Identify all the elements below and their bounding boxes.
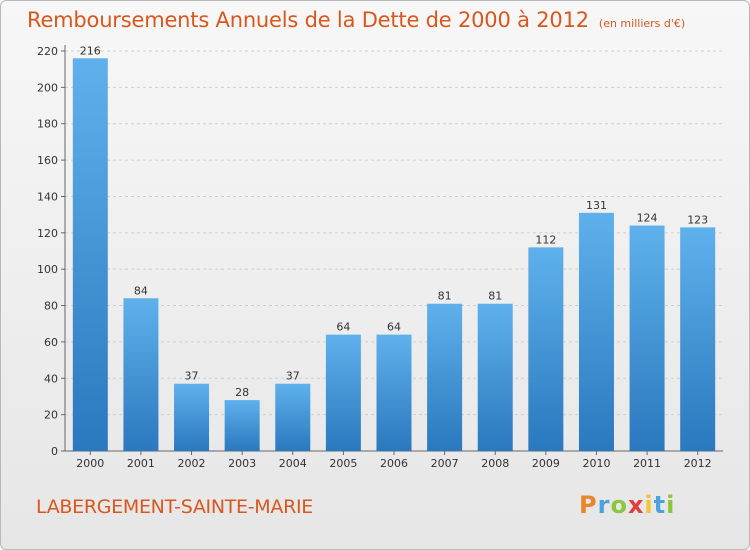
y-tick-label: 180 [37,118,58,131]
bar-value-label: 84 [134,284,148,297]
y-tick-label: 160 [37,154,58,167]
logo-letter: i [644,491,654,519]
x-tick-label: 2007 [431,457,459,470]
logo-letter: P [579,491,598,519]
bar-value-label: 81 [438,290,452,303]
bar-value-label: 64 [387,321,401,334]
y-tick-label: 20 [44,409,58,422]
bar-value-label: 131 [586,199,607,212]
y-tick-label: 60 [44,336,58,349]
bar [325,334,361,451]
x-tick-label: 2003 [228,457,256,470]
bar [629,225,665,451]
y-tick-label: 120 [37,227,58,240]
logo-letter: t [653,491,667,519]
bar-value-label: 123 [687,213,708,226]
bar [224,400,260,451]
bar [275,383,311,451]
bar [528,247,564,451]
bar-value-label: 37 [286,370,300,383]
chart-subtitle: (en milliers d'€) [598,17,686,30]
y-tick-label: 200 [37,81,58,94]
tick-labels: 0 20 40 60 80 100 120 140 160 180 200 220 2000 2001 20… [37,45,712,470]
y-tick-label: 220 [37,45,58,58]
x-tick-label: 2001 [127,457,155,470]
x-tick-label: 2009 [532,457,560,470]
x-tick-label: 2004 [279,457,307,470]
bar-value-label: 124 [637,212,658,225]
proxiti-logo: Proxiti [579,491,675,519]
bar [680,227,716,451]
y-tick-label: 80 [44,300,58,313]
bar [427,303,463,451]
y-tick-label: 100 [37,263,58,276]
bar [174,383,210,451]
bar-value-label: 28 [235,386,249,399]
chart-title: Remboursements Annuels de la Dette de 20… [27,8,589,32]
x-tick-label: 2011 [633,457,661,470]
bars [72,58,716,451]
y-tick-label: 0 [51,445,58,458]
bar-value-label: 112 [535,233,556,246]
x-tick-label: 2008 [481,457,509,470]
y-tick-label: 140 [37,190,58,203]
x-tick-label: 2012 [684,457,712,470]
commune-name: LABERGEMENT-SAINTE-MARIE [36,496,314,518]
x-tick-label: 2005 [329,457,357,470]
bar-value-label: 81 [488,290,502,303]
bar [123,298,159,451]
bar [578,212,614,451]
bar-value-label: 64 [336,321,350,334]
bar-value-label: 37 [185,370,199,383]
logo-letter: o [610,491,628,519]
logo-letter: r [597,491,611,519]
logo-letter: i [666,491,676,519]
bar-value-label: 216 [80,44,101,57]
logo-letter: x [627,491,645,519]
chart-title-block: Remboursements Annuels de la Dette de 20… [27,8,685,32]
x-tick-label: 2006 [380,457,408,470]
x-tick-label: 2002 [178,457,206,470]
bar [376,334,412,451]
y-tick-label: 40 [44,372,58,385]
data-labels: 216 84 37 28 37 64 64 81 81 112 131 124 123 [80,44,708,399]
bar [72,58,108,451]
x-tick-label: 2000 [76,457,104,470]
bar [477,303,513,451]
x-tick-label: 2010 [582,457,610,470]
